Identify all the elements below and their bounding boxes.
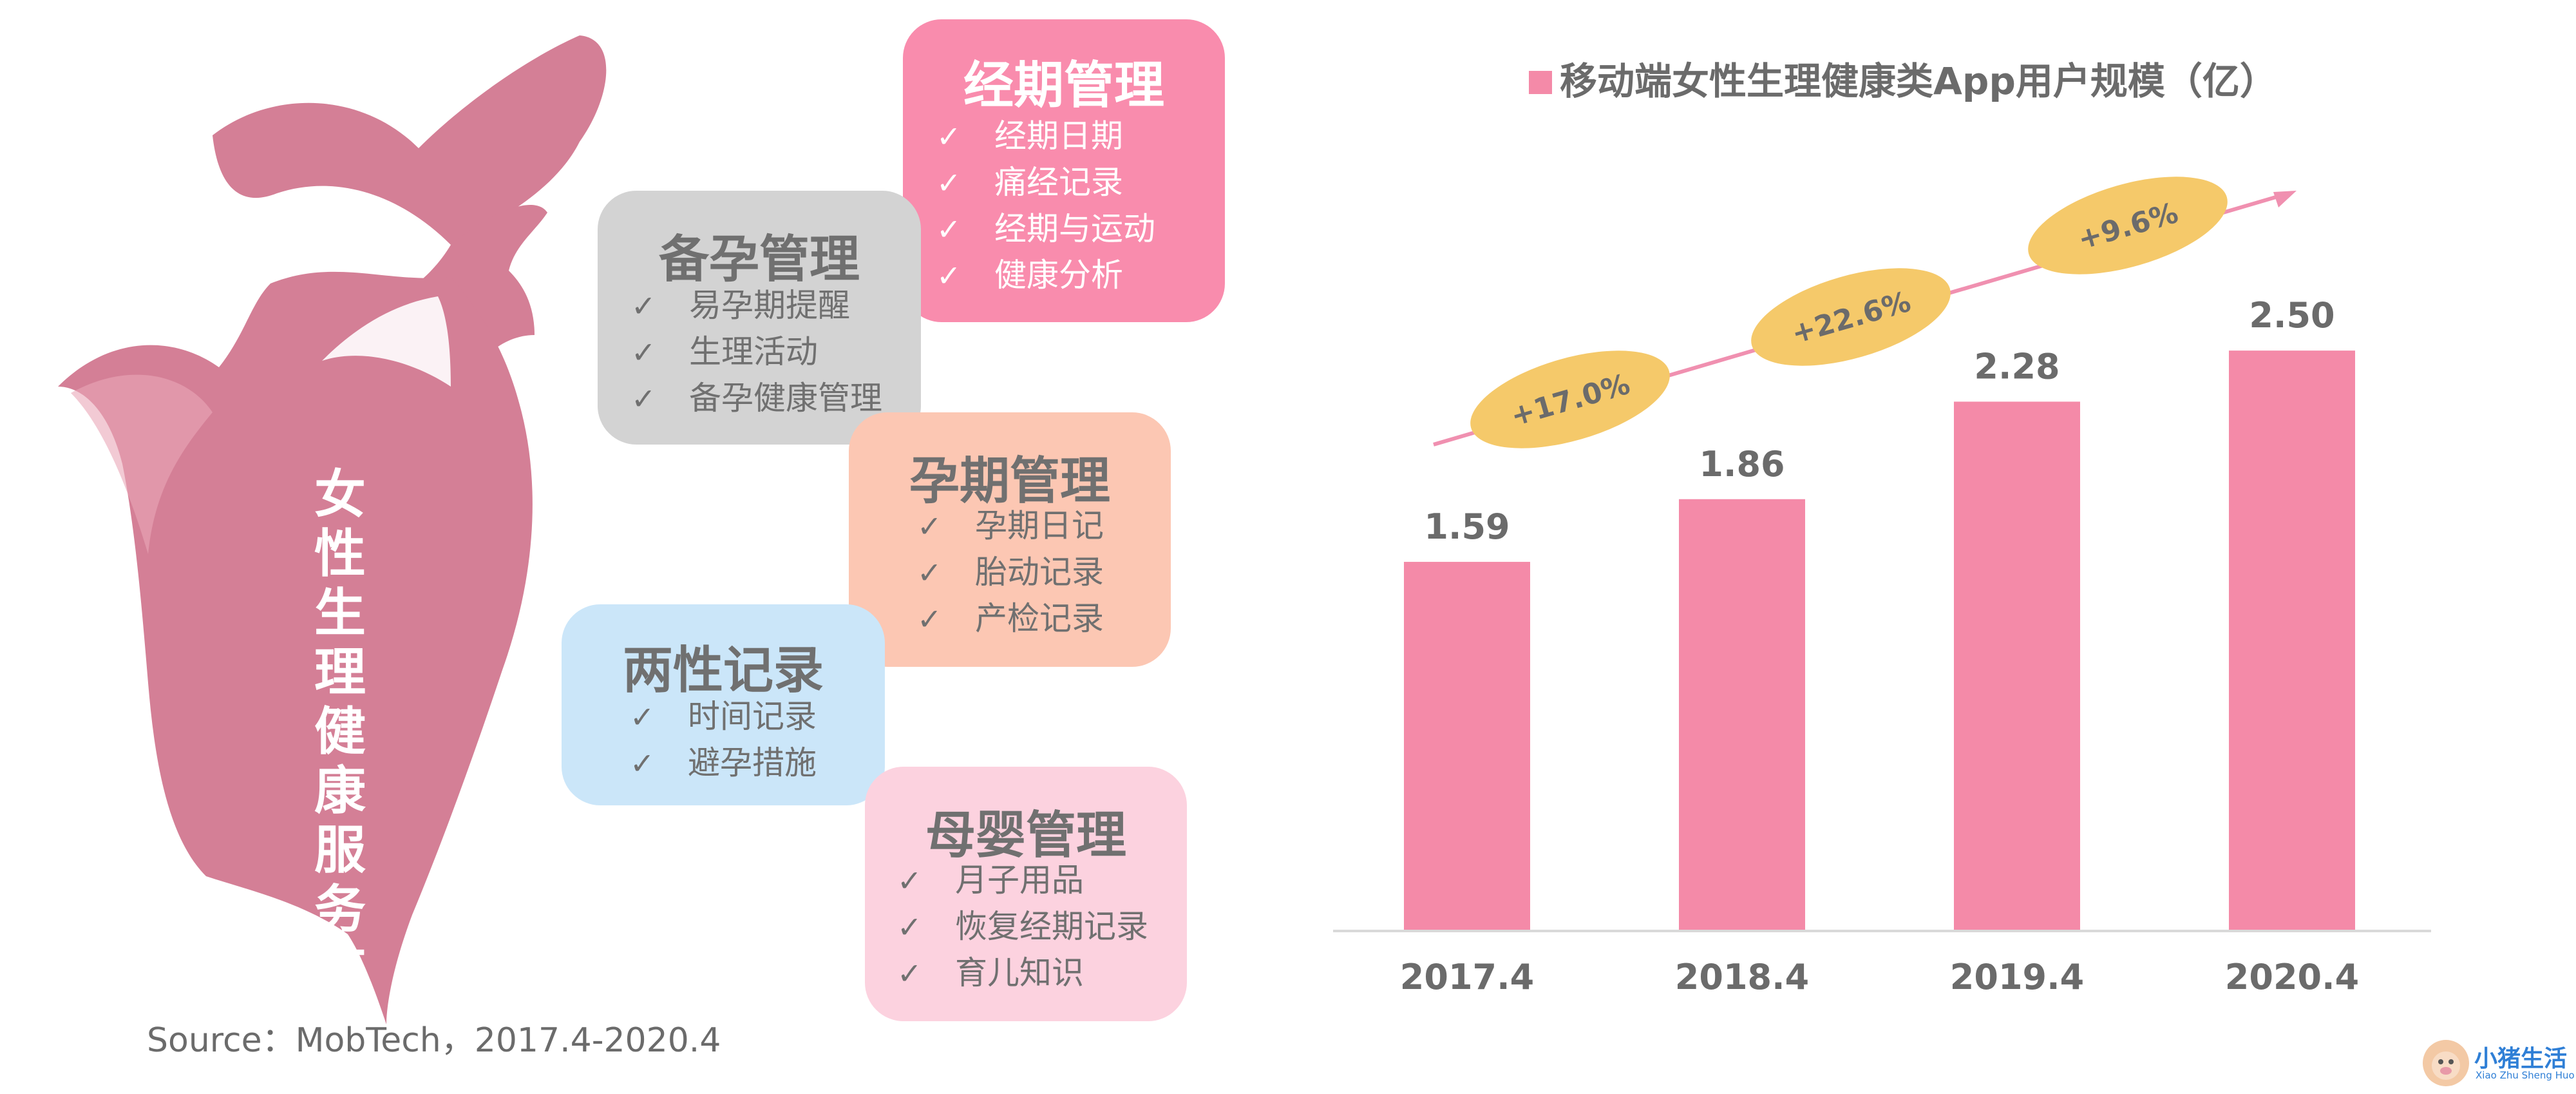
checkmark-icon: ✓ bbox=[631, 289, 656, 323]
bar-2017.4 bbox=[1404, 562, 1530, 931]
value-label: 2.28 bbox=[1974, 346, 2060, 387]
category-label: 2020.4 bbox=[2225, 957, 2359, 997]
list-item: ✓ 经期与运动 bbox=[936, 206, 1155, 252]
bars: 1.59 2017.4 1.86 2018.4 2.28 2019.4 2.50 2020.4 bbox=[1400, 295, 2359, 997]
trend-arrow-head bbox=[2273, 191, 2297, 207]
value-label: 1.86 bbox=[1699, 444, 1785, 485]
list-item: ✓ 痛经记录 bbox=[936, 159, 1155, 206]
list-item: ✓ 易孕期提醒 bbox=[631, 282, 882, 329]
item-text: 产检记录 bbox=[975, 600, 1104, 637]
list-item: ✓ 健康分析 bbox=[936, 252, 1155, 298]
item-text: 生理活动 bbox=[689, 333, 818, 370]
card-items: ✓ 易孕期提醒 ✓ 生理活动 ✓ 备孕健康管理 bbox=[631, 282, 882, 421]
value-label: 1.59 bbox=[1424, 506, 1510, 547]
card-items: ✓ 月子用品 ✓ 恢复经期记录 ✓ 育儿知识 bbox=[897, 857, 1148, 996]
growth-pill-bg bbox=[1470, 350, 1670, 448]
checkmark-icon: ✓ bbox=[936, 119, 961, 154]
item-text: 胎动记录 bbox=[975, 553, 1104, 591]
category-label: 2018.4 bbox=[1675, 957, 1809, 997]
item-text: 时间记录 bbox=[688, 698, 817, 735]
card-title: 孕期管理 bbox=[909, 452, 1110, 510]
list-item: ✓ 时间记录 bbox=[630, 693, 817, 740]
item-text: 孕期日记 bbox=[975, 507, 1104, 544]
item-text: 经期与运动 bbox=[994, 210, 1155, 247]
checkmark-icon: ✓ bbox=[631, 381, 656, 416]
list-item: ✓ 避孕措施 bbox=[630, 740, 817, 786]
logo: 小猪生活 Xiao Zhu Sheng Huo bbox=[2420, 1037, 2575, 1089]
item-text: 经期日期 bbox=[994, 117, 1123, 155]
card-items: ✓ 时间记录 ✓ 避孕措施 bbox=[630, 693, 817, 786]
card-conception: 备孕管理 ✓ 易孕期提醒 ✓ 生理活动 ✓ 备孕健康管理 bbox=[598, 191, 921, 445]
chart-title-group: 移动端女性生理健康类App用户规模（亿） bbox=[1529, 59, 2277, 103]
checkmark-icon: ✓ bbox=[917, 555, 942, 590]
checkmark-icon: ✓ bbox=[917, 509, 942, 544]
list-item: ✓ 胎动记录 bbox=[917, 549, 1104, 595]
item-text: 避孕措施 bbox=[688, 744, 817, 782]
category-label: 2019.4 bbox=[1950, 957, 2084, 997]
chart-title: 移动端女性生理健康类App用户规模（亿） bbox=[1560, 59, 2277, 103]
checkmark-icon: ✓ bbox=[631, 335, 656, 370]
logo-sub: Xiao Zhu Sheng Huo bbox=[2476, 1070, 2575, 1081]
card-title: 经期管理 bbox=[963, 57, 1164, 115]
card-maternal: 母婴管理 ✓ 月子用品 ✓ 恢复经期记录 ✓ 育儿知识 bbox=[865, 767, 1187, 1021]
logo-name: 小猪生活 bbox=[2474, 1046, 2568, 1072]
value-label: 2.50 bbox=[2249, 295, 2334, 336]
item-text: 易孕期提醒 bbox=[689, 287, 850, 324]
bar-2019.4 bbox=[1954, 401, 2080, 931]
checkmark-icon: ✓ bbox=[936, 212, 961, 247]
list-item: ✓ 经期日期 bbox=[936, 113, 1155, 159]
card-items: ✓ 孕期日记 ✓ 胎动记录 ✓ 产检记录 bbox=[917, 503, 1104, 642]
item-text: 育儿知识 bbox=[955, 954, 1084, 992]
list-item: ✓ 恢复经期记录 bbox=[897, 903, 1148, 950]
checkmark-icon: ✓ bbox=[897, 956, 922, 991]
growth-pill: +9.6% bbox=[2028, 177, 2228, 274]
card-items: ✓ 经期日期 ✓ 痛经记录 ✓ 经期与运动 ✓ 健康分析 bbox=[936, 113, 1155, 298]
checkmark-icon: ✓ bbox=[936, 166, 961, 200]
list-item: ✓ 孕期日记 bbox=[917, 503, 1104, 549]
growth-pill: +22.6% bbox=[1751, 268, 1951, 366]
growth-pill-bg bbox=[2028, 177, 2228, 274]
checkmark-icon: ✓ bbox=[897, 910, 922, 945]
card-title: 两性记录 bbox=[622, 642, 824, 700]
growth-pill-bg bbox=[1751, 268, 1951, 366]
legend-square bbox=[1529, 71, 1552, 94]
card-menstrual: 经期管理 ✓ 经期日期 ✓ 痛经记录 ✓ 经期与运动 ✓ 健康分析 bbox=[903, 19, 1225, 322]
source-note: Source：MobTech，2017.4-2020.4 bbox=[147, 1021, 721, 1060]
item-text: 痛经记录 bbox=[994, 164, 1123, 201]
card-title: 备孕管理 bbox=[658, 231, 860, 289]
checkmark-icon: ✓ bbox=[917, 602, 942, 637]
item-text: 健康分析 bbox=[994, 256, 1123, 294]
checkmark-icon: ✓ bbox=[630, 700, 655, 734]
user-scale-chart: 移动端女性生理健康类App用户规模（亿） 1.59 2017.4 1.86 2018.… bbox=[1333, 59, 2431, 997]
hair-shape bbox=[213, 35, 607, 245]
card-sexual: 两性记录 ✓ 时间记录 ✓ 避孕措施 bbox=[562, 604, 885, 805]
bar-2018.4 bbox=[1679, 499, 1805, 931]
pig-avatar-icon bbox=[2423, 1040, 2469, 1086]
card-title: 母婴管理 bbox=[925, 807, 1126, 865]
item-text: 备孕健康管理 bbox=[689, 379, 882, 417]
category-label: 2017.4 bbox=[1400, 957, 1534, 997]
list-item: ✓ 生理活动 bbox=[631, 329, 882, 375]
growth-labels: +17.0% +22.6% +9.6% bbox=[1470, 177, 2228, 448]
checkmark-icon: ✓ bbox=[936, 258, 961, 293]
checkmark-icon: ✓ bbox=[630, 746, 655, 781]
card-pregnancy: 孕期管理 ✓ 孕期日记 ✓ 胎动记录 ✓ 产检记录 bbox=[849, 412, 1171, 667]
growth-pill: +17.0% bbox=[1470, 350, 1670, 448]
item-text: 恢复经期记录 bbox=[955, 908, 1148, 945]
bar-2020.4 bbox=[2229, 350, 2355, 931]
checkmark-icon: ✓ bbox=[897, 863, 922, 898]
list-item: ✓ 月子用品 bbox=[897, 857, 1148, 903]
list-item: ✓ 育儿知识 bbox=[897, 950, 1148, 996]
list-item: ✓ 产检记录 bbox=[917, 595, 1104, 642]
list-item: ✓ 备孕健康管理 bbox=[631, 375, 882, 421]
market-title: 女性生理健康服务市场 bbox=[314, 465, 366, 1058]
woman-silhouette-illustration bbox=[58, 35, 607, 1024]
item-text: 月子用品 bbox=[955, 861, 1084, 899]
